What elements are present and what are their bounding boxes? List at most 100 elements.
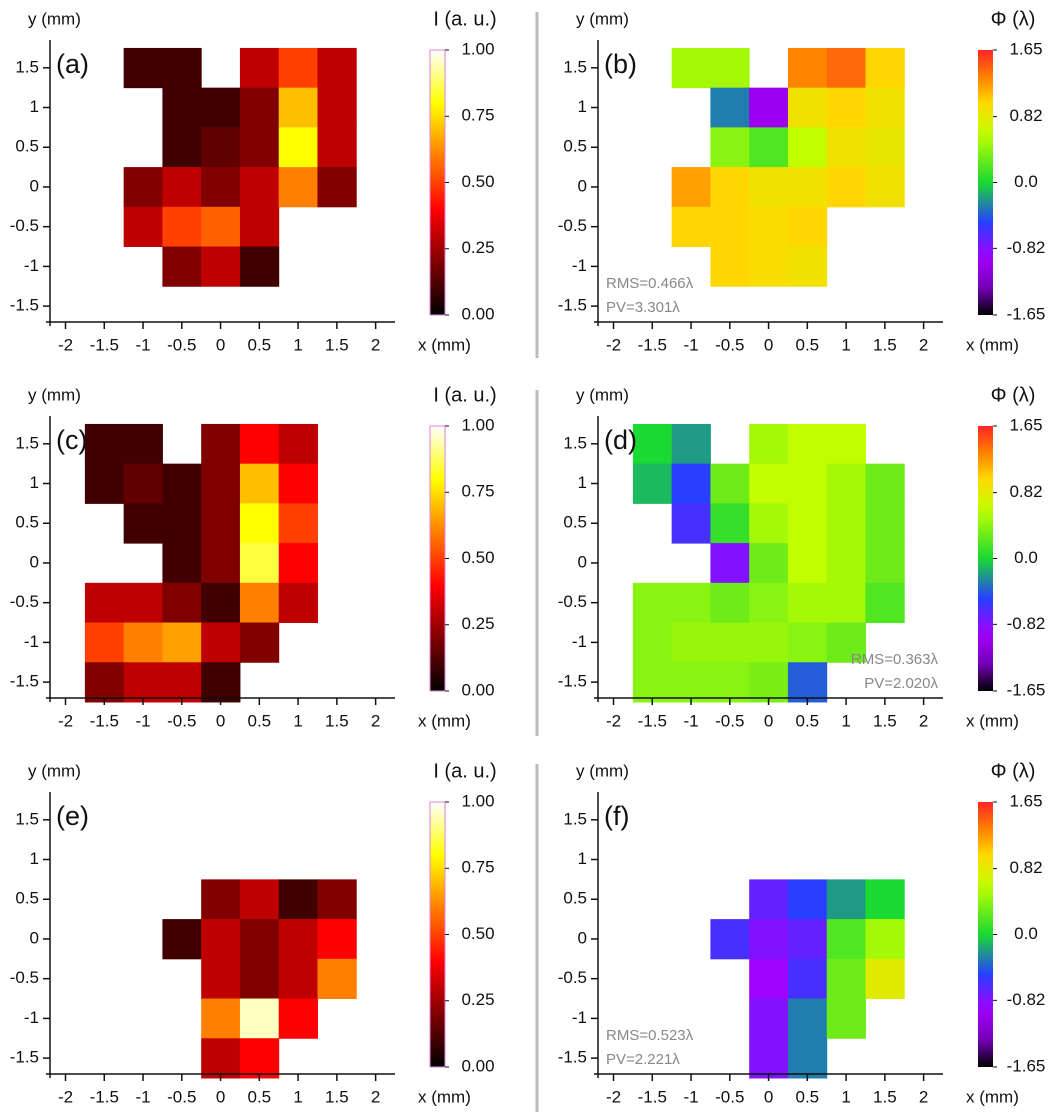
x-tick-label: -1 xyxy=(135,335,150,354)
y-tick-label: -1 xyxy=(24,256,39,275)
colorbar-tick-label: 0.00 xyxy=(461,680,494,699)
heat-cell xyxy=(278,503,318,544)
x-tick-label: 1 xyxy=(841,335,850,354)
heat-cell xyxy=(162,919,202,960)
heat-cell xyxy=(123,47,163,89)
x-tick-label: 1 xyxy=(293,335,302,354)
x-tick-label: 2 xyxy=(919,335,928,354)
x-tick-label: -1 xyxy=(683,711,698,730)
y-axis-label: y (mm) xyxy=(28,385,81,404)
colorbar xyxy=(429,801,446,1068)
heat-cell xyxy=(278,958,318,1000)
colorbar-label: Φ (λ) xyxy=(991,8,1036,30)
heat-cell xyxy=(123,167,163,208)
colorbar-label: I (a. u.) xyxy=(433,384,496,406)
x-tick-label: -0.5 xyxy=(167,711,196,730)
y-tick-label: -0.5 xyxy=(10,968,39,987)
heat-cell xyxy=(201,998,241,1039)
heat-cell xyxy=(201,206,241,248)
y-tick-label: -1 xyxy=(572,1008,587,1027)
heat-cell xyxy=(865,503,905,544)
heat-cell xyxy=(826,958,866,1000)
x-tick-label: 0 xyxy=(216,335,225,354)
heat-cell xyxy=(749,87,789,128)
heat-cell xyxy=(123,582,163,624)
heat-cell xyxy=(162,167,202,208)
heat-cell xyxy=(749,998,789,1039)
colorbar-tick-label: -1.65 xyxy=(1007,304,1046,323)
x-tick-label: 1.5 xyxy=(325,1087,349,1106)
x-tick-label: 0 xyxy=(764,335,773,354)
colorbar-tick-label: 0.25 xyxy=(461,238,494,257)
annotation: RMS=0.523λ xyxy=(606,1027,694,1044)
y-axis-label: y (mm) xyxy=(576,385,629,404)
x-tick-label: -0.5 xyxy=(715,335,744,354)
colorbar-tick-label: 0.82 xyxy=(1009,106,1042,125)
x-tick-label: 0 xyxy=(216,711,225,730)
heat-cell xyxy=(278,543,318,584)
heat-cell xyxy=(749,503,789,544)
heat-cell xyxy=(201,622,241,663)
colorbar-tick-label: 1.00 xyxy=(461,791,494,810)
colorbar-tick-label: 0.82 xyxy=(1009,858,1042,877)
x-tick-label: 1.5 xyxy=(873,335,897,354)
x-tick-label: -1.5 xyxy=(90,335,119,354)
heat-cell xyxy=(671,662,711,703)
y-tick-label: -0.5 xyxy=(10,592,39,611)
heat-cell xyxy=(710,622,750,663)
x-tick-label: -1 xyxy=(683,1087,698,1106)
y-axis-label: y (mm) xyxy=(28,9,81,28)
x-tick-label: -2 xyxy=(58,335,73,354)
heat-cell xyxy=(787,246,828,287)
x-tick-label: 1 xyxy=(293,711,302,730)
heat-cell xyxy=(787,503,828,544)
heat-cell xyxy=(239,423,280,465)
y-tick-label: 1.5 xyxy=(563,433,587,452)
heat-cell xyxy=(710,543,750,584)
heat-cell xyxy=(239,919,280,960)
x-tick-label: 0.5 xyxy=(248,1087,272,1106)
heat-cell xyxy=(787,662,828,703)
heat-cell xyxy=(84,463,125,504)
heat-cell xyxy=(749,622,789,663)
colorbar-label: I (a. u.) xyxy=(433,760,496,782)
colorbar-tick-label: -0.82 xyxy=(1007,990,1046,1009)
heat-cell xyxy=(201,543,241,584)
heat-cell xyxy=(162,582,202,624)
x-tick-label: -1.5 xyxy=(638,335,667,354)
heat-cell xyxy=(787,167,828,208)
heat-cell xyxy=(749,127,789,168)
heat-cell xyxy=(201,503,241,544)
heat-cell xyxy=(865,958,905,1000)
heat-cell xyxy=(239,958,280,1000)
heat-cell xyxy=(787,423,828,465)
panel-label: (a) xyxy=(56,49,89,79)
heat-cell xyxy=(201,423,241,465)
y-tick-label: -1 xyxy=(24,632,39,651)
heat-cell xyxy=(632,423,673,465)
heat-cell xyxy=(749,1038,789,1079)
y-tick-label: 1 xyxy=(578,849,587,868)
heat-cell xyxy=(162,47,202,89)
heat-cell xyxy=(749,582,789,624)
heat-cell xyxy=(749,879,789,920)
colorbar xyxy=(429,425,446,692)
heat-cell xyxy=(278,919,318,960)
heat-cell xyxy=(278,582,318,624)
panel-label: (e) xyxy=(56,801,89,831)
x-tick-label: 1.5 xyxy=(325,335,349,354)
colorbar xyxy=(429,49,446,316)
heat-cell xyxy=(201,662,241,703)
x-tick-label: -2 xyxy=(58,711,73,730)
y-tick-label: -0.5 xyxy=(558,216,587,235)
heat-cell xyxy=(787,919,828,960)
heat-cell xyxy=(201,879,241,920)
annotation: RMS=0.466λ xyxy=(606,275,694,292)
x-axis-label: x (mm) xyxy=(418,335,471,354)
x-tick-label: -1 xyxy=(135,1087,150,1106)
x-axis-label: x (mm) xyxy=(966,335,1019,354)
x-tick-label: -1.5 xyxy=(90,1087,119,1106)
x-axis-label: x (mm) xyxy=(418,711,471,730)
heat-cell xyxy=(201,1038,241,1079)
